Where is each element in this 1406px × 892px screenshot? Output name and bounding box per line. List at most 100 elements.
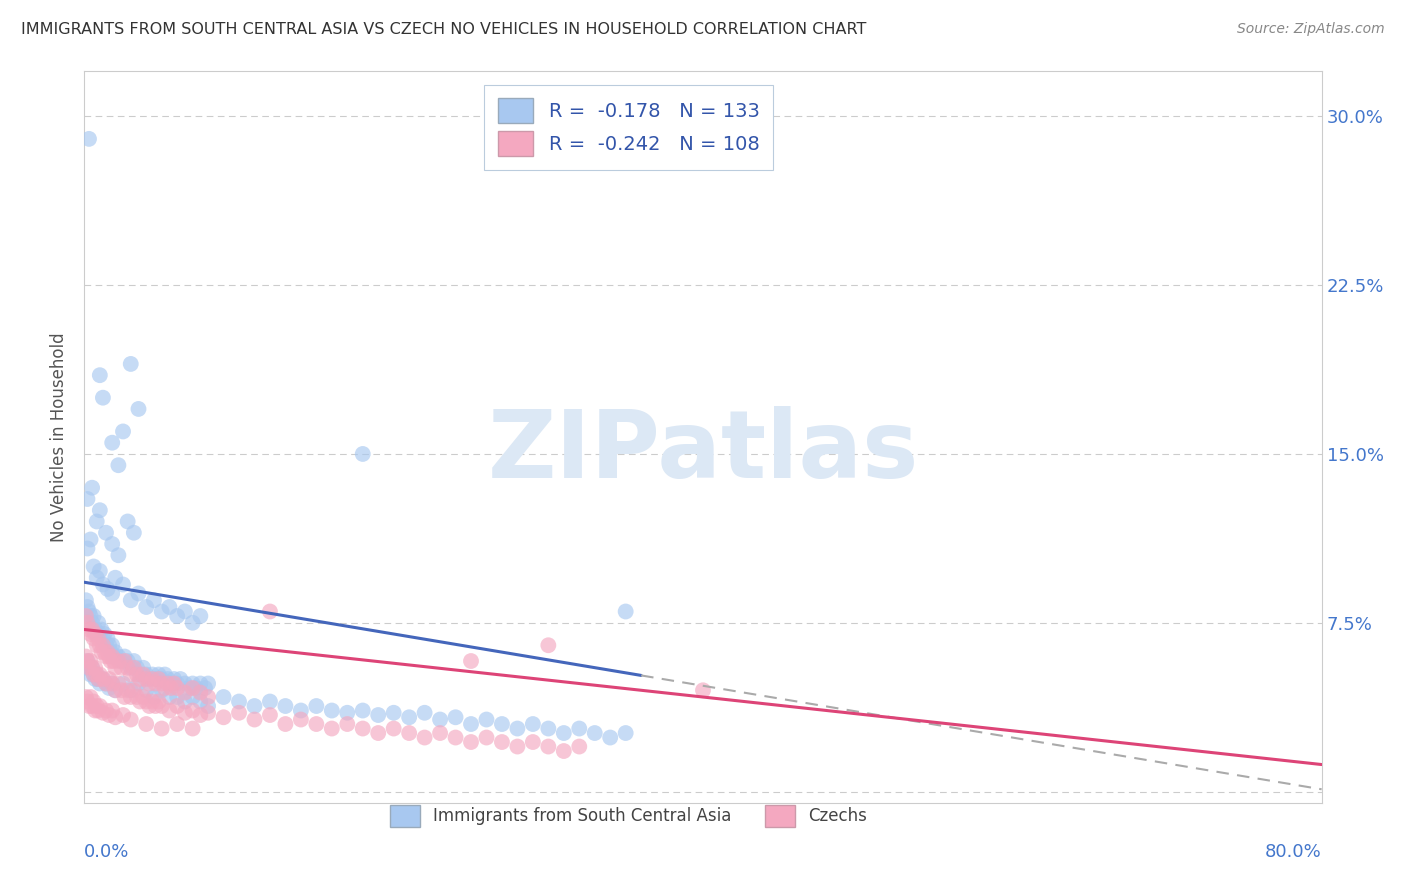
Point xyxy=(174,685,197,699)
Point xyxy=(107,654,129,668)
Point xyxy=(104,645,127,659)
Point xyxy=(83,667,105,681)
Point xyxy=(135,694,157,708)
Point xyxy=(120,593,142,607)
Point xyxy=(84,627,107,641)
Point xyxy=(122,683,145,698)
Point xyxy=(197,706,219,720)
Point xyxy=(94,676,117,690)
Point xyxy=(228,706,250,720)
Point xyxy=(120,661,142,675)
Point xyxy=(336,717,359,731)
Point xyxy=(274,717,297,731)
Point xyxy=(77,132,100,146)
Point xyxy=(89,638,111,652)
Point xyxy=(127,401,149,416)
Point xyxy=(166,699,188,714)
Point xyxy=(188,708,211,723)
Point xyxy=(336,706,359,720)
Point xyxy=(156,676,179,690)
Point xyxy=(94,704,117,718)
Point xyxy=(460,717,482,731)
Text: Source: ZipAtlas.com: Source: ZipAtlas.com xyxy=(1237,22,1385,37)
Point xyxy=(84,623,107,637)
Point xyxy=(475,713,498,727)
Point xyxy=(159,690,180,704)
Point xyxy=(174,694,197,708)
Point xyxy=(141,672,163,686)
Point xyxy=(367,708,389,723)
Point xyxy=(86,627,108,641)
Point xyxy=(163,672,186,686)
Point xyxy=(150,699,173,714)
Point xyxy=(86,699,108,714)
Point xyxy=(150,605,173,619)
Point xyxy=(76,654,98,668)
Text: 80.0%: 80.0% xyxy=(1265,843,1322,862)
Point xyxy=(522,735,544,749)
Point xyxy=(179,681,201,695)
Point xyxy=(166,717,188,731)
Point xyxy=(96,632,118,646)
Point xyxy=(98,638,121,652)
Point xyxy=(188,676,211,690)
Point xyxy=(143,690,166,704)
Y-axis label: No Vehicles in Household: No Vehicles in Household xyxy=(51,332,69,542)
Point xyxy=(491,717,513,731)
Point xyxy=(382,706,405,720)
Point xyxy=(87,672,110,686)
Point xyxy=(184,681,207,695)
Point xyxy=(94,676,117,690)
Point xyxy=(259,694,281,708)
Point xyxy=(91,577,114,591)
Point xyxy=(107,676,129,690)
Point xyxy=(444,710,467,724)
Point xyxy=(537,638,560,652)
Point xyxy=(553,726,575,740)
Point xyxy=(83,609,105,624)
Point xyxy=(160,676,183,690)
Point xyxy=(166,690,188,704)
Point xyxy=(460,654,482,668)
Point xyxy=(112,577,135,591)
Point xyxy=(75,593,97,607)
Point xyxy=(181,690,204,704)
Point xyxy=(79,654,101,668)
Point xyxy=(692,683,714,698)
Point xyxy=(367,726,389,740)
Point xyxy=(91,632,114,646)
Point xyxy=(107,548,129,562)
Point xyxy=(117,683,139,698)
Point xyxy=(174,706,197,720)
Point xyxy=(120,683,142,698)
Point xyxy=(614,726,637,740)
Point xyxy=(321,704,343,718)
Point xyxy=(107,649,129,664)
Point xyxy=(114,690,136,704)
Point xyxy=(212,690,235,704)
Point xyxy=(79,533,101,547)
Point xyxy=(305,699,328,714)
Point xyxy=(259,708,281,723)
Point xyxy=(491,735,513,749)
Point xyxy=(127,586,149,600)
Point xyxy=(76,694,98,708)
Point xyxy=(89,368,111,383)
Point xyxy=(352,447,374,461)
Point xyxy=(243,713,266,727)
Point xyxy=(553,744,575,758)
Point xyxy=(104,683,127,698)
Point xyxy=(94,638,117,652)
Point xyxy=(506,739,529,754)
Point xyxy=(228,694,250,708)
Point xyxy=(352,722,374,736)
Point xyxy=(76,599,98,614)
Point xyxy=(135,667,157,681)
Point xyxy=(84,704,107,718)
Point xyxy=(110,683,132,698)
Point xyxy=(101,638,124,652)
Point xyxy=(101,537,124,551)
Point xyxy=(82,661,104,675)
Point xyxy=(79,667,101,681)
Point xyxy=(243,699,266,714)
